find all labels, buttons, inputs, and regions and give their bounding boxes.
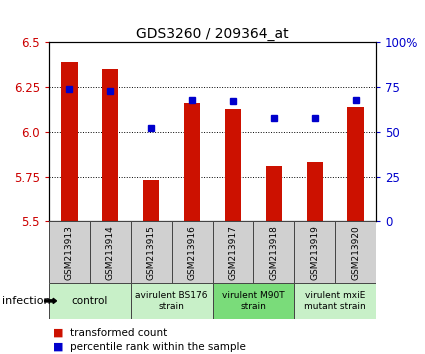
Bar: [348, 107, 364, 221]
Text: GSM213919: GSM213919: [310, 225, 319, 280]
Bar: [294, 283, 376, 319]
Bar: [172, 221, 212, 283]
Text: ■: ■: [53, 328, 64, 338]
Text: virulent mxiE
mutant strain: virulent mxiE mutant strain: [304, 291, 366, 310]
Bar: [184, 103, 200, 221]
Text: GSM213920: GSM213920: [351, 225, 360, 280]
Text: infection: infection: [2, 296, 51, 306]
Bar: [294, 221, 335, 283]
Bar: [212, 221, 253, 283]
Text: GSM213916: GSM213916: [187, 225, 196, 280]
Text: percentile rank within the sample: percentile rank within the sample: [70, 342, 246, 352]
Text: transformed count: transformed count: [70, 328, 167, 338]
Text: GSM213915: GSM213915: [147, 225, 156, 280]
Text: avirulent BS176
strain: avirulent BS176 strain: [135, 291, 208, 310]
Text: GSM213913: GSM213913: [65, 225, 74, 280]
Bar: [143, 180, 159, 221]
Text: ■: ■: [53, 342, 64, 352]
Bar: [253, 221, 294, 283]
Bar: [131, 221, 172, 283]
Bar: [49, 283, 131, 319]
Text: GSM213918: GSM213918: [269, 225, 278, 280]
Text: GSM213914: GSM213914: [106, 225, 115, 280]
Bar: [225, 109, 241, 221]
Text: control: control: [71, 296, 108, 306]
Bar: [212, 283, 294, 319]
Text: virulent M90T
strain: virulent M90T strain: [222, 291, 285, 310]
Bar: [266, 166, 282, 221]
Bar: [102, 69, 119, 221]
Title: GDS3260 / 209364_at: GDS3260 / 209364_at: [136, 28, 289, 41]
Bar: [335, 221, 376, 283]
Bar: [131, 283, 212, 319]
Bar: [306, 162, 323, 221]
Bar: [49, 221, 90, 283]
Text: GSM213917: GSM213917: [229, 225, 238, 280]
Bar: [61, 62, 77, 221]
Bar: [90, 221, 131, 283]
